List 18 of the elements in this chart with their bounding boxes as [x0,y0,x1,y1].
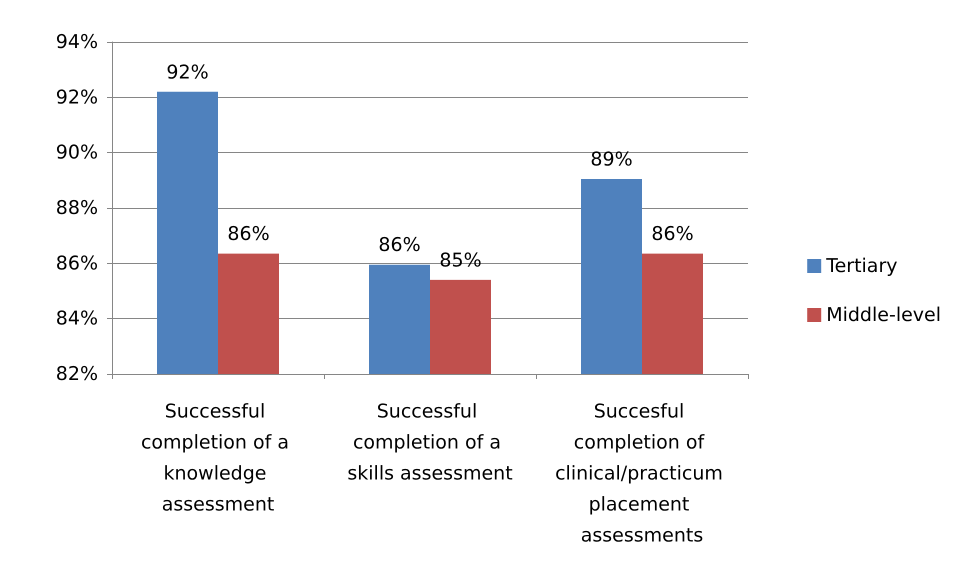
y-tick-label: 82% [56,363,98,385]
y-tick-label: 86% [56,252,98,274]
y-tick-label: 94% [56,31,98,53]
y-tick-label: 84% [56,308,98,330]
data-label: 86% [227,223,270,246]
x-tick-label: Successful completion of a skills assessment [347,400,513,484]
data-label: 85% [439,249,482,272]
x-tick-label: Successful completion of a knowledge assessment [140,400,296,516]
y-tick-label: 92% [56,86,98,108]
y-tick-label: 88% [56,197,98,219]
data-label: 89% [590,148,633,170]
data-label: 92% [166,61,209,84]
legend-label: Tertiary [825,255,898,277]
x-tick-label: Succesful completion of clinical/practicum placement assessments [555,400,729,546]
data-label: 86% [651,223,694,246]
data-label: 86% [378,234,421,256]
legend-label: Middle-level [826,304,942,326]
y-tick-label: 90% [56,142,98,164]
